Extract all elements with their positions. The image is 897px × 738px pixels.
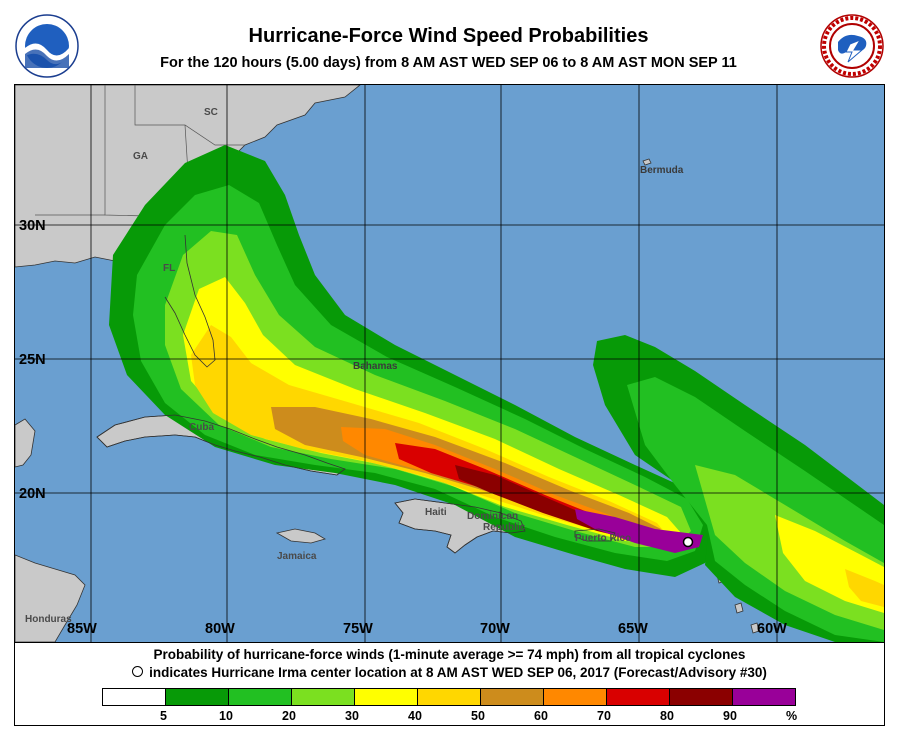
noaa-logo — [15, 14, 79, 78]
lat-label-30n: 30N — [19, 218, 46, 234]
scale-tick-90: 90 — [723, 709, 737, 723]
scale-swatch-5-10 — [165, 688, 229, 706]
label-puerto-rico: Puerto Rico — [575, 533, 632, 544]
legend-center-note: indicates Hurricane Irma center location… — [15, 665, 884, 680]
map-subtitle: For the 120 hours (5.00 days) from 8 AM … — [160, 55, 737, 71]
label-bahamas: Bahamas — [353, 361, 398, 372]
scale-tick-50: 50 — [471, 709, 485, 723]
scale-tick-30: 30 — [345, 709, 359, 723]
map-canvas — [15, 85, 884, 642]
coastline-overlay — [96, 234, 616, 554]
label-republic: Republic — [483, 522, 526, 533]
scale-unit: % — [786, 709, 798, 723]
scale-swatch-80-90 — [669, 688, 733, 706]
scale-tick-40: 40 — [408, 709, 422, 723]
lon-label-75w: 75W — [343, 621, 373, 637]
label-cuba: Cuba — [189, 422, 214, 433]
scale-swatch-50-60 — [480, 688, 544, 706]
label-haiti: Haiti — [425, 507, 447, 518]
scale-swatch-70-80 — [606, 688, 670, 706]
lon-label-80w: 80W — [205, 621, 235, 637]
map-title: Hurricane-Force Wind Speed Probabilities — [248, 25, 649, 47]
scale-tick-20: 20 — [282, 709, 296, 723]
scale-swatch-90-100 — [732, 688, 796, 706]
scale-swatch-40-50 — [417, 688, 481, 706]
lat-label-20n: 20N — [19, 486, 46, 502]
lon-label-65w: 65W — [618, 621, 648, 637]
scale-swatch-10-20 — [228, 688, 292, 706]
probability-map: SC GA FL Bermuda Bahamas Cuba Haiti Domi… — [14, 84, 885, 643]
label-fl: FL — [163, 263, 176, 274]
label-sc: SC — [204, 107, 218, 118]
scale-tick-70: 70 — [597, 709, 611, 723]
center-circle-icon — [132, 666, 144, 677]
scale-swatch-30-40 — [354, 688, 418, 706]
probability-contours — [109, 145, 884, 642]
scale-swatch-0-5 — [102, 688, 166, 706]
lon-label-70w: 70W — [480, 621, 510, 637]
label-bermuda: Bermuda — [640, 165, 684, 176]
hurricane-center-marker — [682, 536, 694, 548]
lat-lon-grid — [15, 85, 884, 642]
lon-label-85w: 85W — [67, 621, 97, 637]
lat-label-25n: 25N — [19, 352, 46, 368]
scale-tick-60: 60 — [534, 709, 548, 723]
label-jamaica: Jamaica — [277, 551, 317, 562]
scale-swatch-60-70 — [543, 688, 607, 706]
scale-tick-80: 80 — [660, 709, 674, 723]
label-honduras: Honduras — [25, 614, 72, 625]
legend-center-text: indicates Hurricane Irma center location… — [149, 665, 767, 680]
lon-label-60w: 60W — [757, 621, 787, 637]
nws-logo — [820, 14, 884, 78]
legend-description: Probability of hurricane-force winds (1-… — [153, 647, 746, 662]
scale-swatch-20-30 — [291, 688, 355, 706]
legend-panel: Probability of hurricane-force winds (1-… — [14, 642, 885, 726]
label-ga: GA — [133, 151, 148, 162]
label-dominican: Dominican — [467, 511, 519, 522]
scale-tick-5: 5 — [160, 709, 167, 723]
scale-tick-10: 10 — [219, 709, 233, 723]
